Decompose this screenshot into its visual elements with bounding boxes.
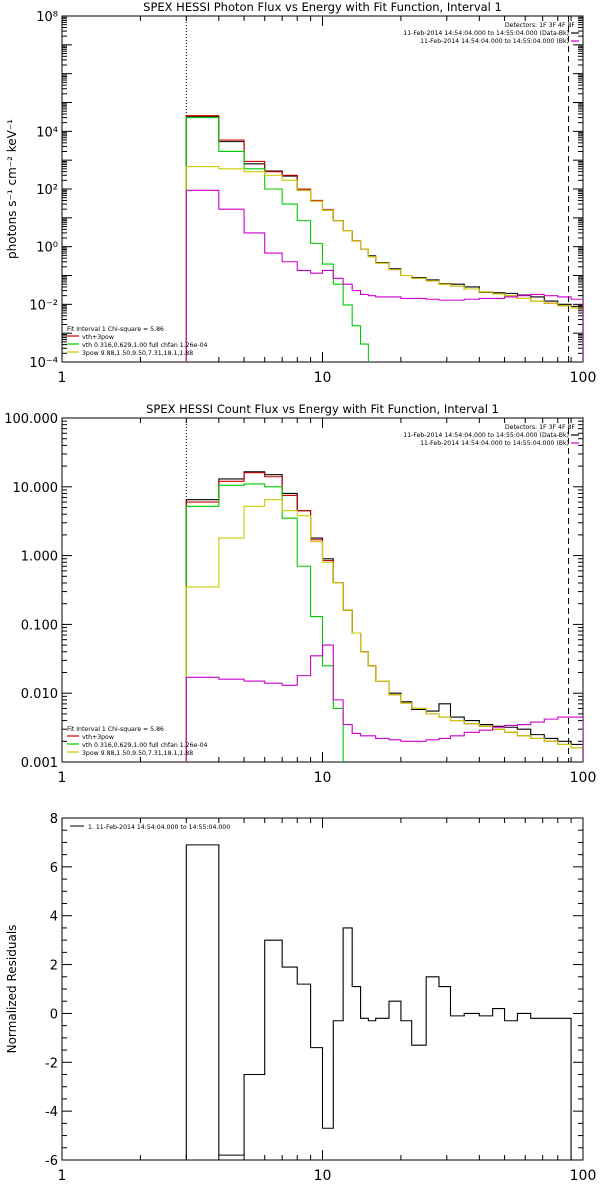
series-line-bk: [185, 189, 583, 362]
y-tick-label: 100.000: [4, 412, 58, 427]
legend-entry: vth 0.316,0.629,1.00 full chfan 1.26e-04: [82, 342, 208, 349]
legend-entry: Fit Interval 1 Chi-square = 5.86: [67, 726, 164, 733]
chart-panel-3: Normalized Residuals 1 10 100 -6 -4 -2 0 2 4 6 8 1. …: [5, 812, 596, 1184]
y-tick-label: 4: [50, 910, 58, 925]
series-group: [185, 115, 583, 362]
series-line-vth: [185, 117, 369, 362]
series-line-bk: [185, 644, 583, 762]
x-tick-label: 10: [314, 1168, 332, 1184]
y-tick-label: -6: [45, 1154, 58, 1169]
legend-entry: 11-Feb-2014 14:54:04.000 to 14:55:04.000…: [420, 440, 569, 447]
y-tick-label: 10⁸: [36, 10, 58, 25]
legend-top: 1. 11-Feb-2014 14:54:04.000 to 14:55:04.…: [70, 824, 230, 831]
y-tick-label: 1.000: [21, 550, 58, 565]
y-axis: 10⁻⁴ 10⁻² 10⁰ 10² 10⁴ 10⁸: [29, 10, 583, 371]
y-tick-label: 10⁻⁴: [29, 356, 58, 371]
series-group: [185, 844, 572, 1160]
x-tick-label: 10: [314, 370, 332, 386]
x-tick-label: 1: [58, 370, 67, 386]
legend-entry: Detectors: 1F 3F 4F 8F: [505, 22, 576, 29]
legend-bottom: Fit Interval 1 Chi-square = 5.86vth+3pow…: [67, 326, 208, 357]
chart-title: SPEX HESSI Photon Flux vs Energy with Fi…: [143, 0, 502, 14]
y-tick-label: 0.001: [21, 756, 58, 771]
legend-entry: 3pow 9.88,1.50,9.50,7.31,18.1,1.88: [82, 750, 193, 757]
y-tick-label: 8: [50, 812, 58, 827]
series-line-vth: [185, 483, 344, 762]
x-tick-label: 100: [570, 770, 597, 786]
y-axis-label: photons s⁻¹ cm⁻² keV⁻¹: [5, 119, 19, 259]
legend-entry: 11-Feb-2014 14:54:04.000 to 14:55:04.000…: [403, 30, 569, 37]
y-tick-label: 10.000: [13, 481, 59, 496]
legend-entry: vth 0.316,0.629,1.00 full chfan 1.26e-04: [82, 742, 208, 749]
series-line-1-11-feb-2014-14-54-04-000-to-14-55-04-000: [185, 844, 572, 1160]
x-tick-label: 100: [570, 370, 597, 386]
series-group: [185, 471, 583, 762]
y-axis: 0.001 0.010 0.100 1.000 10.000 100.000: [4, 412, 583, 771]
y-tick-label: 10⁻²: [29, 298, 58, 313]
legend-entry: Fit Interval 1 Chi-square = 5.86: [67, 326, 164, 333]
legend-entry: Detectors: 1F 3F 4F 8F: [505, 424, 576, 431]
legend-bottom: Fit Interval 1 Chi-square = 5.86vth+3pow…: [67, 726, 208, 757]
y-tick-label: 10⁰: [36, 241, 58, 256]
y-tick-label: 0.010: [21, 687, 58, 702]
x-tick-label: 1: [58, 770, 67, 786]
y-tick-label: 0.100: [21, 618, 58, 633]
x-tick-label: 100: [570, 1168, 597, 1184]
x-axis: 1 10 100: [58, 818, 597, 1184]
x-tick-label: 1: [58, 1168, 67, 1184]
legend-entry: 11-Feb-2014 14:54:04.000 to 14:55:04.000…: [403, 432, 569, 439]
chart-panel-1: SPEX HESSI Photon Flux vs Energy with Fi…: [5, 0, 596, 386]
series-line-data-bk: [185, 471, 583, 762]
x-tick-label: 10: [314, 770, 332, 786]
y-tick-label: 10⁴: [36, 125, 58, 140]
plot-frame: [61, 15, 584, 363]
series-line-data-bk: [185, 116, 583, 362]
y-tick-label: 0: [50, 1007, 58, 1022]
y-tick-label: -2: [45, 1056, 58, 1071]
legend-entry: vth+3pow: [82, 334, 114, 341]
y-tick-label: 2: [50, 959, 58, 974]
y-tick-label: 10²: [36, 183, 58, 198]
plot-frame: [61, 417, 584, 763]
y-tick-label: -4: [45, 1105, 58, 1120]
chart-panel-2: SPEX HESSI Count Flux vs Energy with Fit…: [4, 402, 596, 786]
legend-entry: 11-Feb-2014 14:54:04.000 to 14:55:04.000…: [420, 38, 569, 45]
series-line-vth-3pow: [185, 115, 583, 362]
series-line-3pow: [185, 499, 583, 762]
series-line-3pow: [185, 166, 583, 362]
legend-entry: 3pow 9.88,1.50,9.50,7.31,18.1,1.88: [82, 350, 193, 357]
y-tick-label: 6: [50, 861, 58, 876]
chart-title: SPEX HESSI Count Flux vs Energy with Fit…: [146, 402, 499, 416]
legend-entry: vth+3pow: [82, 734, 114, 741]
legend-entry: 1. 11-Feb-2014 14:54:04.000 to 14:55:04.…: [88, 824, 230, 831]
y-axis: -6 -4 -2 0 2 4 6 8: [45, 812, 583, 1169]
y-axis-label: Normalized Residuals: [5, 925, 19, 1054]
